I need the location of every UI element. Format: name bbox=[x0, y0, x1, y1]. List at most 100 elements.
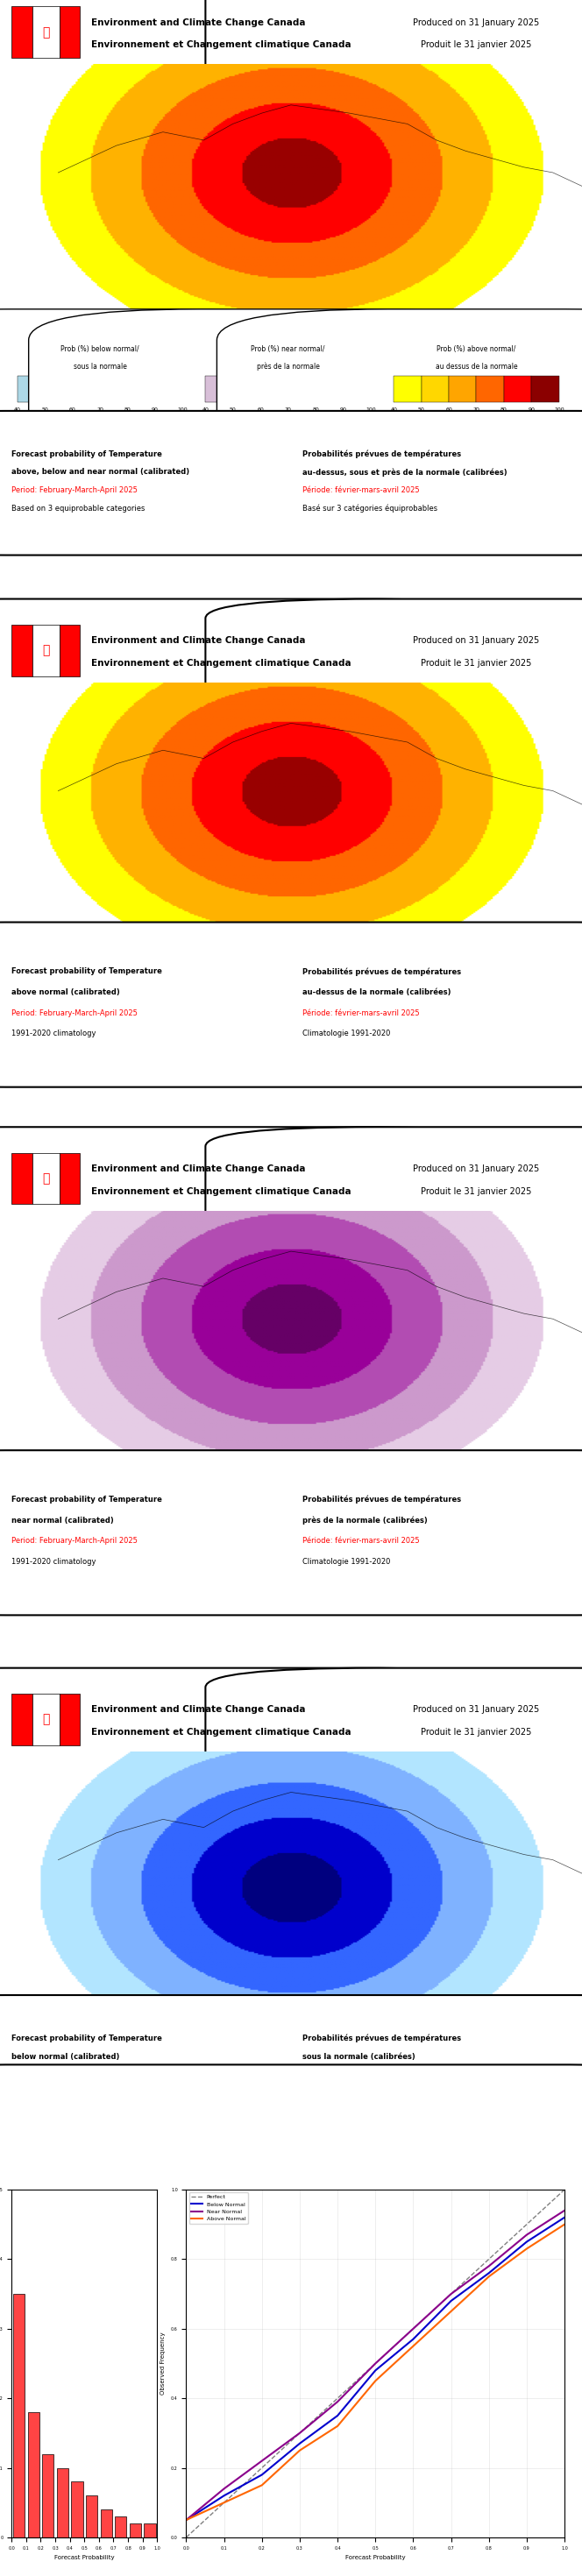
Bar bbox=[477, 376, 504, 402]
Bar bbox=[32, 1695, 59, 1747]
Perfect bbox=[372, 2349, 379, 2380]
Bar bbox=[330, 1486, 368, 1502]
Text: 100: 100 bbox=[178, 407, 188, 412]
Text: Période: février-mars-avril 2025: Période: février-mars-avril 2025 bbox=[303, 1010, 420, 1018]
Text: Produced on 31 January 2025: Produced on 31 January 2025 bbox=[413, 18, 540, 26]
Near Normal bbox=[523, 2221, 530, 2251]
Text: sous la normale (calibrées): sous la normale (calibrées) bbox=[303, 2053, 416, 2061]
Text: Période: février-mars-avril 2025: Période: février-mars-avril 2025 bbox=[303, 2071, 420, 2079]
Text: Environnement et Changement climatique Canada: Environnement et Changement climatique C… bbox=[91, 41, 352, 49]
Text: Forecast probability of Temperature: Forecast probability of Temperature bbox=[12, 1497, 162, 1504]
Line: Below Normal: Below Normal bbox=[186, 2218, 565, 2519]
FancyBboxPatch shape bbox=[0, 309, 360, 459]
Text: au dessus de la normale: au dessus de la normale bbox=[435, 363, 517, 371]
Near Normal bbox=[485, 2251, 492, 2282]
Text: Probabilités prévues de températures: Probabilités prévues de températures bbox=[303, 1497, 461, 1504]
Text: 90: 90 bbox=[528, 407, 535, 412]
Text: 60: 60 bbox=[249, 1504, 255, 1510]
Bar bbox=[59, 623, 80, 677]
Above Normal bbox=[296, 2434, 303, 2465]
Bar bbox=[343, 376, 371, 402]
Text: 80: 80 bbox=[327, 2045, 333, 2050]
Bar bbox=[330, 2027, 368, 2043]
Bar bbox=[233, 376, 261, 402]
Bar bbox=[32, 623, 59, 677]
Text: Produit le 31 janvier 2025: Produit le 31 janvier 2025 bbox=[421, 659, 532, 667]
Bar bbox=[32, 1154, 59, 1206]
Text: sous la normale: sous la normale bbox=[73, 363, 127, 371]
Perfect bbox=[183, 2522, 190, 2553]
Below Normal bbox=[523, 2226, 530, 2257]
Bar bbox=[28, 2411, 40, 2537]
FancyBboxPatch shape bbox=[0, 922, 582, 1087]
Text: Period: February-March-April 2025: Period: February-March-April 2025 bbox=[12, 1538, 137, 1546]
Text: Period: February-March-April 2025: Period: February-March-April 2025 bbox=[12, 487, 137, 495]
Text: 80: 80 bbox=[327, 1504, 333, 1510]
Bar bbox=[101, 2509, 112, 2537]
Bar bbox=[12, 623, 32, 677]
Text: 70: 70 bbox=[288, 2045, 294, 2050]
Text: Period: February-March-April 2025: Period: February-March-April 2025 bbox=[12, 2164, 137, 2172]
Line: Perfect: Perfect bbox=[186, 2190, 565, 2537]
Perfect bbox=[561, 2174, 568, 2205]
FancyBboxPatch shape bbox=[205, 0, 582, 82]
Text: 40: 40 bbox=[202, 407, 209, 412]
Bar bbox=[175, 958, 214, 974]
Text: Climatologie 1991-2020: Climatologie 1991-2020 bbox=[303, 1030, 391, 1038]
Text: Probabilités prévues de températures: Probabilités prévues de températures bbox=[303, 451, 461, 459]
FancyBboxPatch shape bbox=[29, 309, 548, 459]
Text: 1991-2020 climatology: 1991-2020 climatology bbox=[12, 2089, 96, 2097]
Line: Near Normal: Near Normal bbox=[186, 2210, 565, 2519]
Text: 70: 70 bbox=[285, 407, 292, 412]
Near Normal bbox=[221, 2473, 228, 2504]
Text: Forecast probability of Temperature: Forecast probability of Temperature bbox=[12, 969, 162, 976]
Text: Environnement et Changement climatique Canada: Environnement et Changement climatique C… bbox=[91, 659, 352, 667]
Text: Period: February-March-April 2025: Period: February-March-April 2025 bbox=[12, 2071, 137, 2079]
Text: near normal (calibrated): near normal (calibrated) bbox=[12, 1517, 114, 1525]
Bar bbox=[57, 2468, 69, 2537]
Text: Environnement et Changement climatique Canada: Environnement et Changement climatique C… bbox=[91, 1728, 352, 1736]
Text: Environment and Climate Change Canada: Environment and Climate Change Canada bbox=[91, 636, 306, 644]
Above Normal bbox=[183, 2504, 190, 2535]
Bar bbox=[291, 1486, 330, 1502]
Text: Climatologie 1991-2020: Climatologie 1991-2020 bbox=[303, 1558, 391, 1566]
Text: 🍁: 🍁 bbox=[42, 1713, 49, 1726]
FancyBboxPatch shape bbox=[0, 1669, 531, 1772]
Text: 80: 80 bbox=[313, 407, 319, 412]
Bar bbox=[449, 376, 477, 402]
Text: 60: 60 bbox=[249, 2045, 255, 2050]
Text: 40: 40 bbox=[14, 407, 21, 412]
Text: 100: 100 bbox=[402, 976, 413, 981]
Bar bbox=[368, 958, 407, 974]
Text: Prob (%) above normal / au-dessus de la normale: Prob (%) above normal / au-dessus de la … bbox=[208, 956, 374, 963]
Line: Above Normal: Above Normal bbox=[186, 2223, 565, 2519]
Text: 50: 50 bbox=[418, 407, 425, 412]
Text: au-dessus, sous et près de la normale (calibrées): au-dessus, sous et près de la normale (c… bbox=[303, 469, 507, 477]
Bar bbox=[214, 1486, 252, 1502]
Bar bbox=[214, 958, 252, 974]
FancyBboxPatch shape bbox=[205, 598, 582, 703]
Above Normal bbox=[561, 2208, 568, 2239]
Near Normal bbox=[334, 2385, 341, 2416]
Near Normal bbox=[372, 2349, 379, 2380]
Below Normal bbox=[372, 2354, 379, 2385]
Text: Probabilités prévues de températures: Probabilités prévues de températures bbox=[303, 969, 461, 976]
Bar bbox=[368, 2027, 407, 2043]
Bar bbox=[130, 2524, 141, 2537]
FancyBboxPatch shape bbox=[217, 309, 582, 459]
Text: 40: 40 bbox=[171, 1504, 178, 1510]
Text: 70: 70 bbox=[288, 976, 294, 981]
FancyBboxPatch shape bbox=[0, 1450, 582, 1615]
Bar bbox=[252, 958, 291, 974]
FancyBboxPatch shape bbox=[0, 598, 531, 703]
Text: Probabilités prévues de températures: Probabilités prévues de températures bbox=[303, 2125, 461, 2133]
Text: Probabilités prévues de températures: Probabilités prévues de températures bbox=[303, 2035, 461, 2043]
Bar bbox=[315, 376, 343, 402]
Above Normal bbox=[221, 2488, 228, 2519]
Bar bbox=[59, 8, 80, 57]
Text: 70: 70 bbox=[97, 407, 104, 412]
Perfect bbox=[523, 2208, 530, 2239]
Bar bbox=[59, 1154, 80, 1206]
Text: Forecast probability of Temperature: Forecast probability of Temperature bbox=[12, 451, 162, 459]
Text: 90: 90 bbox=[152, 407, 158, 412]
